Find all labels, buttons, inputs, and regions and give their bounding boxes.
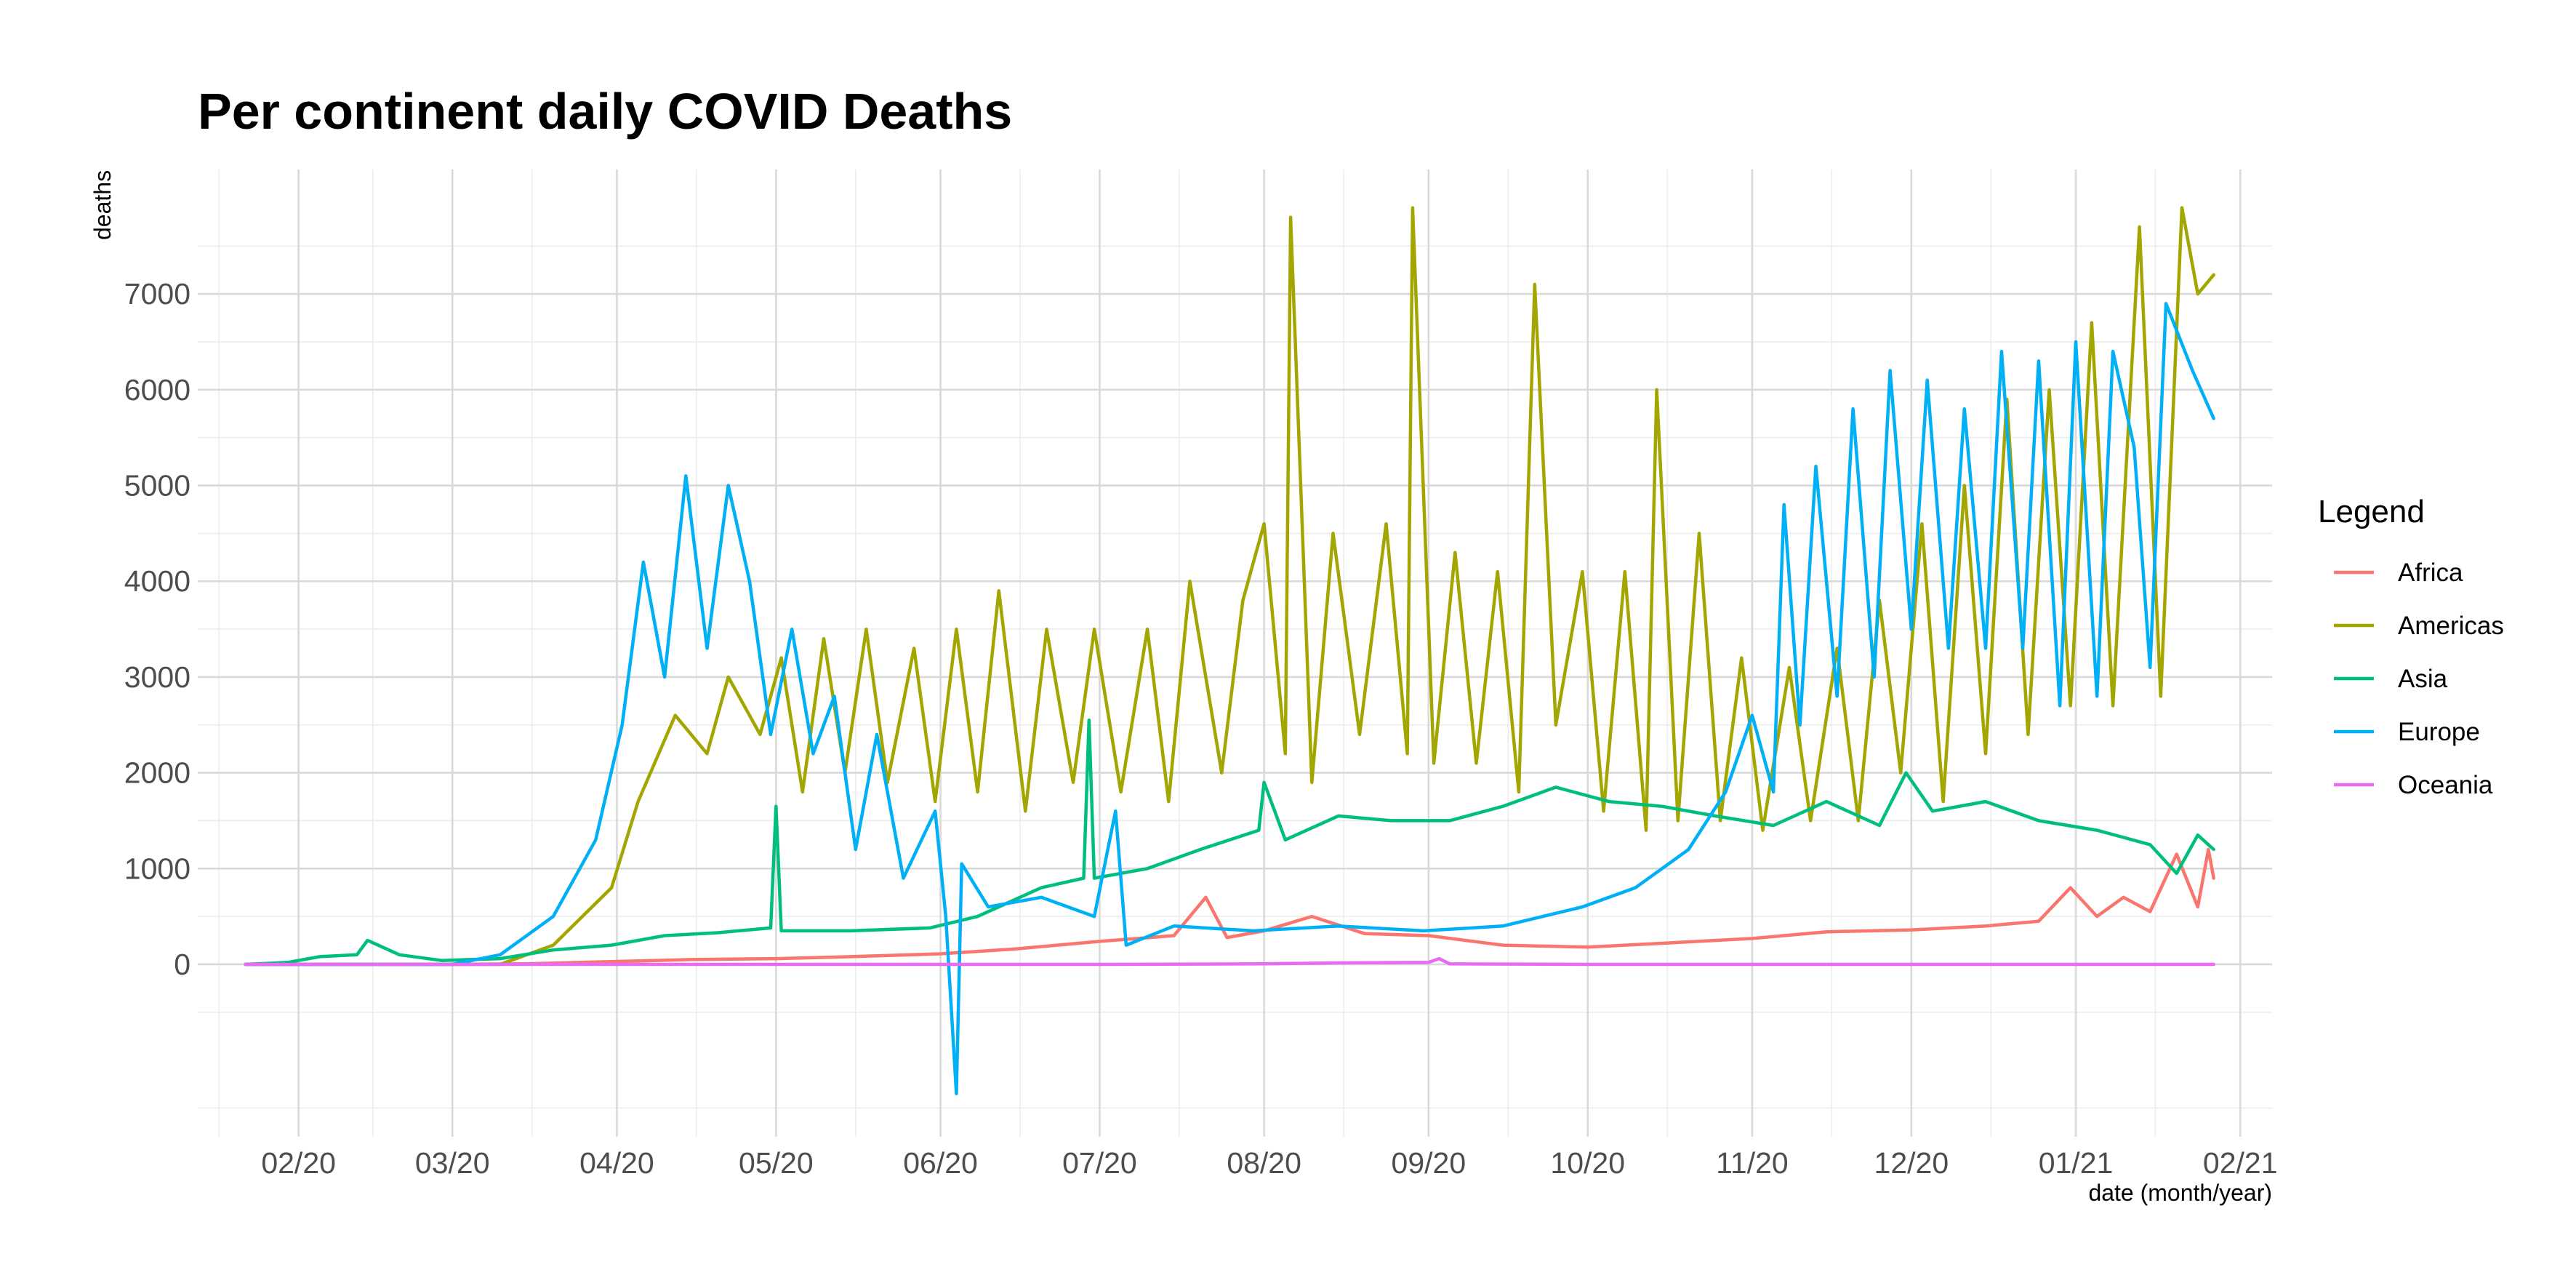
y-tick-labels: 0 1000 2000 3000 4000 5000 6000 7000 bbox=[124, 277, 190, 981]
y-tick-label: 4000 bbox=[124, 564, 190, 598]
series-line-europe bbox=[244, 302, 2215, 1095]
x-tick-label: 11/20 bbox=[1716, 1146, 1789, 1180]
legend-label-oceania: Oceania bbox=[2398, 771, 2493, 799]
x-tick-label: 05/20 bbox=[739, 1146, 814, 1180]
y-tick-label: 3000 bbox=[124, 660, 190, 694]
x-tick-label: 04/20 bbox=[579, 1146, 654, 1180]
legend-label-americas: Americas bbox=[2398, 612, 2504, 640]
series-line-africa bbox=[244, 847, 2215, 967]
x-tick-label: 09/20 bbox=[1392, 1146, 1466, 1180]
y-tick-label: 6000 bbox=[124, 373, 190, 407]
y-tick-label: 7000 bbox=[124, 277, 190, 311]
legend-label-europe: Europe bbox=[2398, 718, 2480, 746]
legend-label-africa: Africa bbox=[2398, 559, 2463, 587]
x-tick-label: 01/21 bbox=[2039, 1146, 2114, 1180]
y-axis-title: deaths bbox=[89, 170, 116, 240]
x-tick-labels: 02/20 03/20 04/20 05/20 06/20 07/20 08/20 09/20… bbox=[261, 1146, 2277, 1180]
x-tick-label: 06/20 bbox=[903, 1146, 978, 1180]
x-axis-title: date (month/year) bbox=[2088, 1180, 2272, 1206]
chart-title: Per continent daily COVID Deaths bbox=[198, 83, 1012, 140]
x-tick-label: 12/20 bbox=[1874, 1146, 1949, 1180]
grid bbox=[198, 169, 2272, 1137]
y-tick-label: 5000 bbox=[124, 469, 190, 503]
y-tick-label: 0 bbox=[174, 948, 190, 981]
y-tick-label: 2000 bbox=[124, 756, 190, 790]
legend: Legend Africa Americas Asia Europe Oceania bbox=[2318, 494, 2504, 799]
y-tick-label: 1000 bbox=[124, 852, 190, 885]
x-tick-label: 03/20 bbox=[415, 1146, 490, 1180]
series-lines bbox=[244, 206, 2215, 1095]
series-line-americas bbox=[244, 206, 2215, 967]
series-line-asia bbox=[244, 718, 2215, 967]
x-tick-label: 10/20 bbox=[1550, 1146, 1625, 1180]
x-tick-label: 08/20 bbox=[1227, 1146, 1301, 1180]
legend-title: Legend bbox=[2318, 494, 2425, 529]
x-tick-label: 02/20 bbox=[261, 1146, 336, 1180]
series-line-oceania bbox=[244, 956, 2215, 967]
x-tick-label: 02/21 bbox=[2203, 1146, 2278, 1180]
legend-label-asia: Asia bbox=[2398, 665, 2448, 693]
x-tick-label: 07/20 bbox=[1062, 1146, 1137, 1180]
